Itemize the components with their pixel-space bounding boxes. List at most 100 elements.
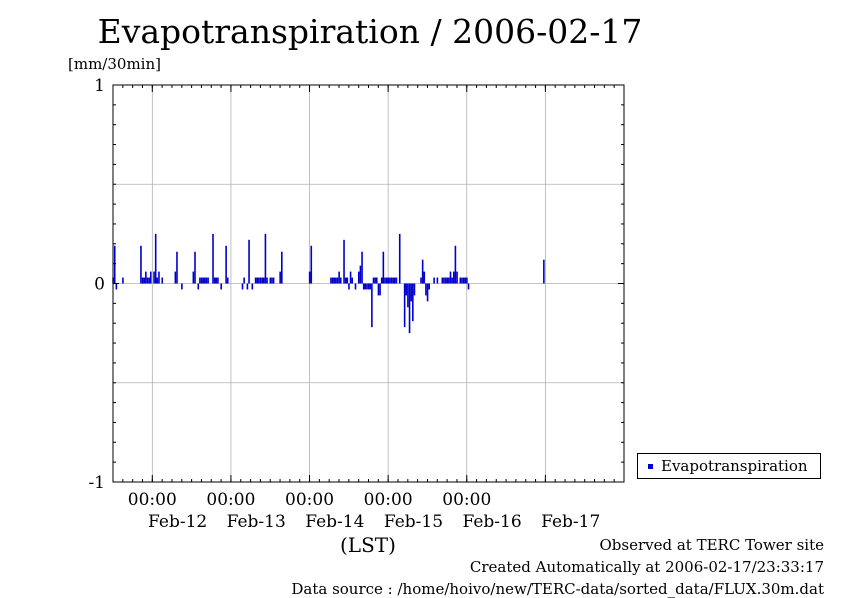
bar: [226, 277, 229, 284]
legend-swatch: [648, 463, 653, 469]
x-tick-time-label: 00:00: [206, 490, 255, 510]
x-axis-label: (LST): [340, 533, 396, 557]
bar: [407, 283, 409, 308]
y-axis-ticks: 1 0 -1: [88, 76, 624, 493]
y-tick-label: 1: [94, 76, 105, 96]
bar: [280, 251, 283, 284]
x-day-label: Feb-15: [384, 512, 443, 532]
bar: [146, 277, 149, 284]
bar: [392, 277, 394, 284]
bar: [225, 245, 227, 284]
bar: [372, 277, 375, 284]
bar: [181, 283, 183, 290]
bar: [194, 251, 196, 284]
legend-label: Evapotranspiration: [661, 457, 808, 475]
bar: [153, 271, 155, 284]
bar: [158, 271, 160, 284]
legend: Evapotranspiration: [637, 453, 821, 479]
bar: [421, 259, 424, 284]
bar: [451, 277, 453, 284]
bar: [364, 283, 367, 290]
bar: [148, 277, 150, 284]
bar: [389, 277, 391, 284]
bar: [351, 277, 354, 284]
bar: [420, 277, 422, 284]
footer-created: Created Automatically at 2006-02-17/23:3…: [469, 558, 824, 576]
bar: [200, 277, 203, 284]
bar: [423, 271, 426, 284]
bar: [204, 277, 206, 284]
bar: [113, 245, 116, 284]
bar: [266, 277, 268, 284]
bar: [140, 245, 142, 284]
bar: [330, 277, 332, 284]
bar: [192, 271, 195, 284]
bar: [359, 265, 362, 284]
bar: [367, 283, 370, 290]
bar: [461, 277, 463, 284]
bar: [428, 283, 431, 290]
bar: [371, 283, 373, 328]
bar: [217, 277, 219, 284]
bar: [308, 271, 311, 284]
bar: [335, 277, 337, 284]
x-tick-time-label: 00:00: [285, 490, 334, 510]
bar: [246, 283, 249, 290]
x-tick-time-label: 00:00: [442, 490, 491, 510]
bar: [256, 277, 259, 284]
bar: [261, 277, 263, 284]
x-day-label: Feb-12: [148, 512, 207, 532]
bar: [262, 277, 265, 284]
bar: [174, 271, 177, 284]
bar: [122, 277, 124, 284]
bar: [243, 277, 245, 284]
bar: [149, 271, 152, 284]
bar: [379, 283, 381, 296]
bar: [199, 277, 201, 284]
bar: [264, 233, 267, 284]
bar: [333, 277, 336, 284]
bar: [384, 277, 386, 284]
bar: [382, 251, 385, 284]
bar: [143, 277, 146, 284]
bar: [436, 277, 439, 284]
bar: [259, 277, 262, 284]
chart-title: Evapotranspiration / 2006-02-17: [97, 12, 643, 51]
bar: [343, 239, 345, 284]
bar: [449, 271, 452, 284]
bar: [425, 283, 427, 296]
bar: [154, 233, 157, 284]
bar: [403, 283, 406, 328]
bar: [413, 283, 416, 296]
bar: [310, 245, 313, 284]
bar: [272, 277, 275, 284]
bar: [452, 271, 455, 284]
bar: [215, 277, 218, 284]
bar: [454, 245, 457, 284]
bar: [394, 277, 396, 284]
bar: [336, 277, 339, 284]
bar: [543, 259, 545, 284]
bar: [344, 277, 347, 284]
x-day-label: Feb-13: [227, 512, 286, 532]
bar: [446, 277, 449, 284]
bar: [212, 233, 214, 284]
bar: [462, 277, 465, 284]
bar: [387, 277, 390, 284]
bar: [466, 277, 468, 284]
bar: [374, 277, 376, 284]
bar: [269, 277, 272, 284]
bar: [385, 277, 388, 284]
x-day-label: Feb-17: [541, 512, 600, 532]
bar: [405, 283, 408, 296]
x-day-label: Feb-16: [462, 512, 521, 532]
bar: [362, 283, 365, 290]
bar: [346, 277, 349, 284]
bar: [398, 233, 401, 284]
bar: [197, 283, 200, 290]
bar: [349, 271, 352, 284]
y-tick-label: -1: [88, 473, 105, 493]
bar: [176, 251, 178, 284]
bar: [390, 277, 393, 284]
